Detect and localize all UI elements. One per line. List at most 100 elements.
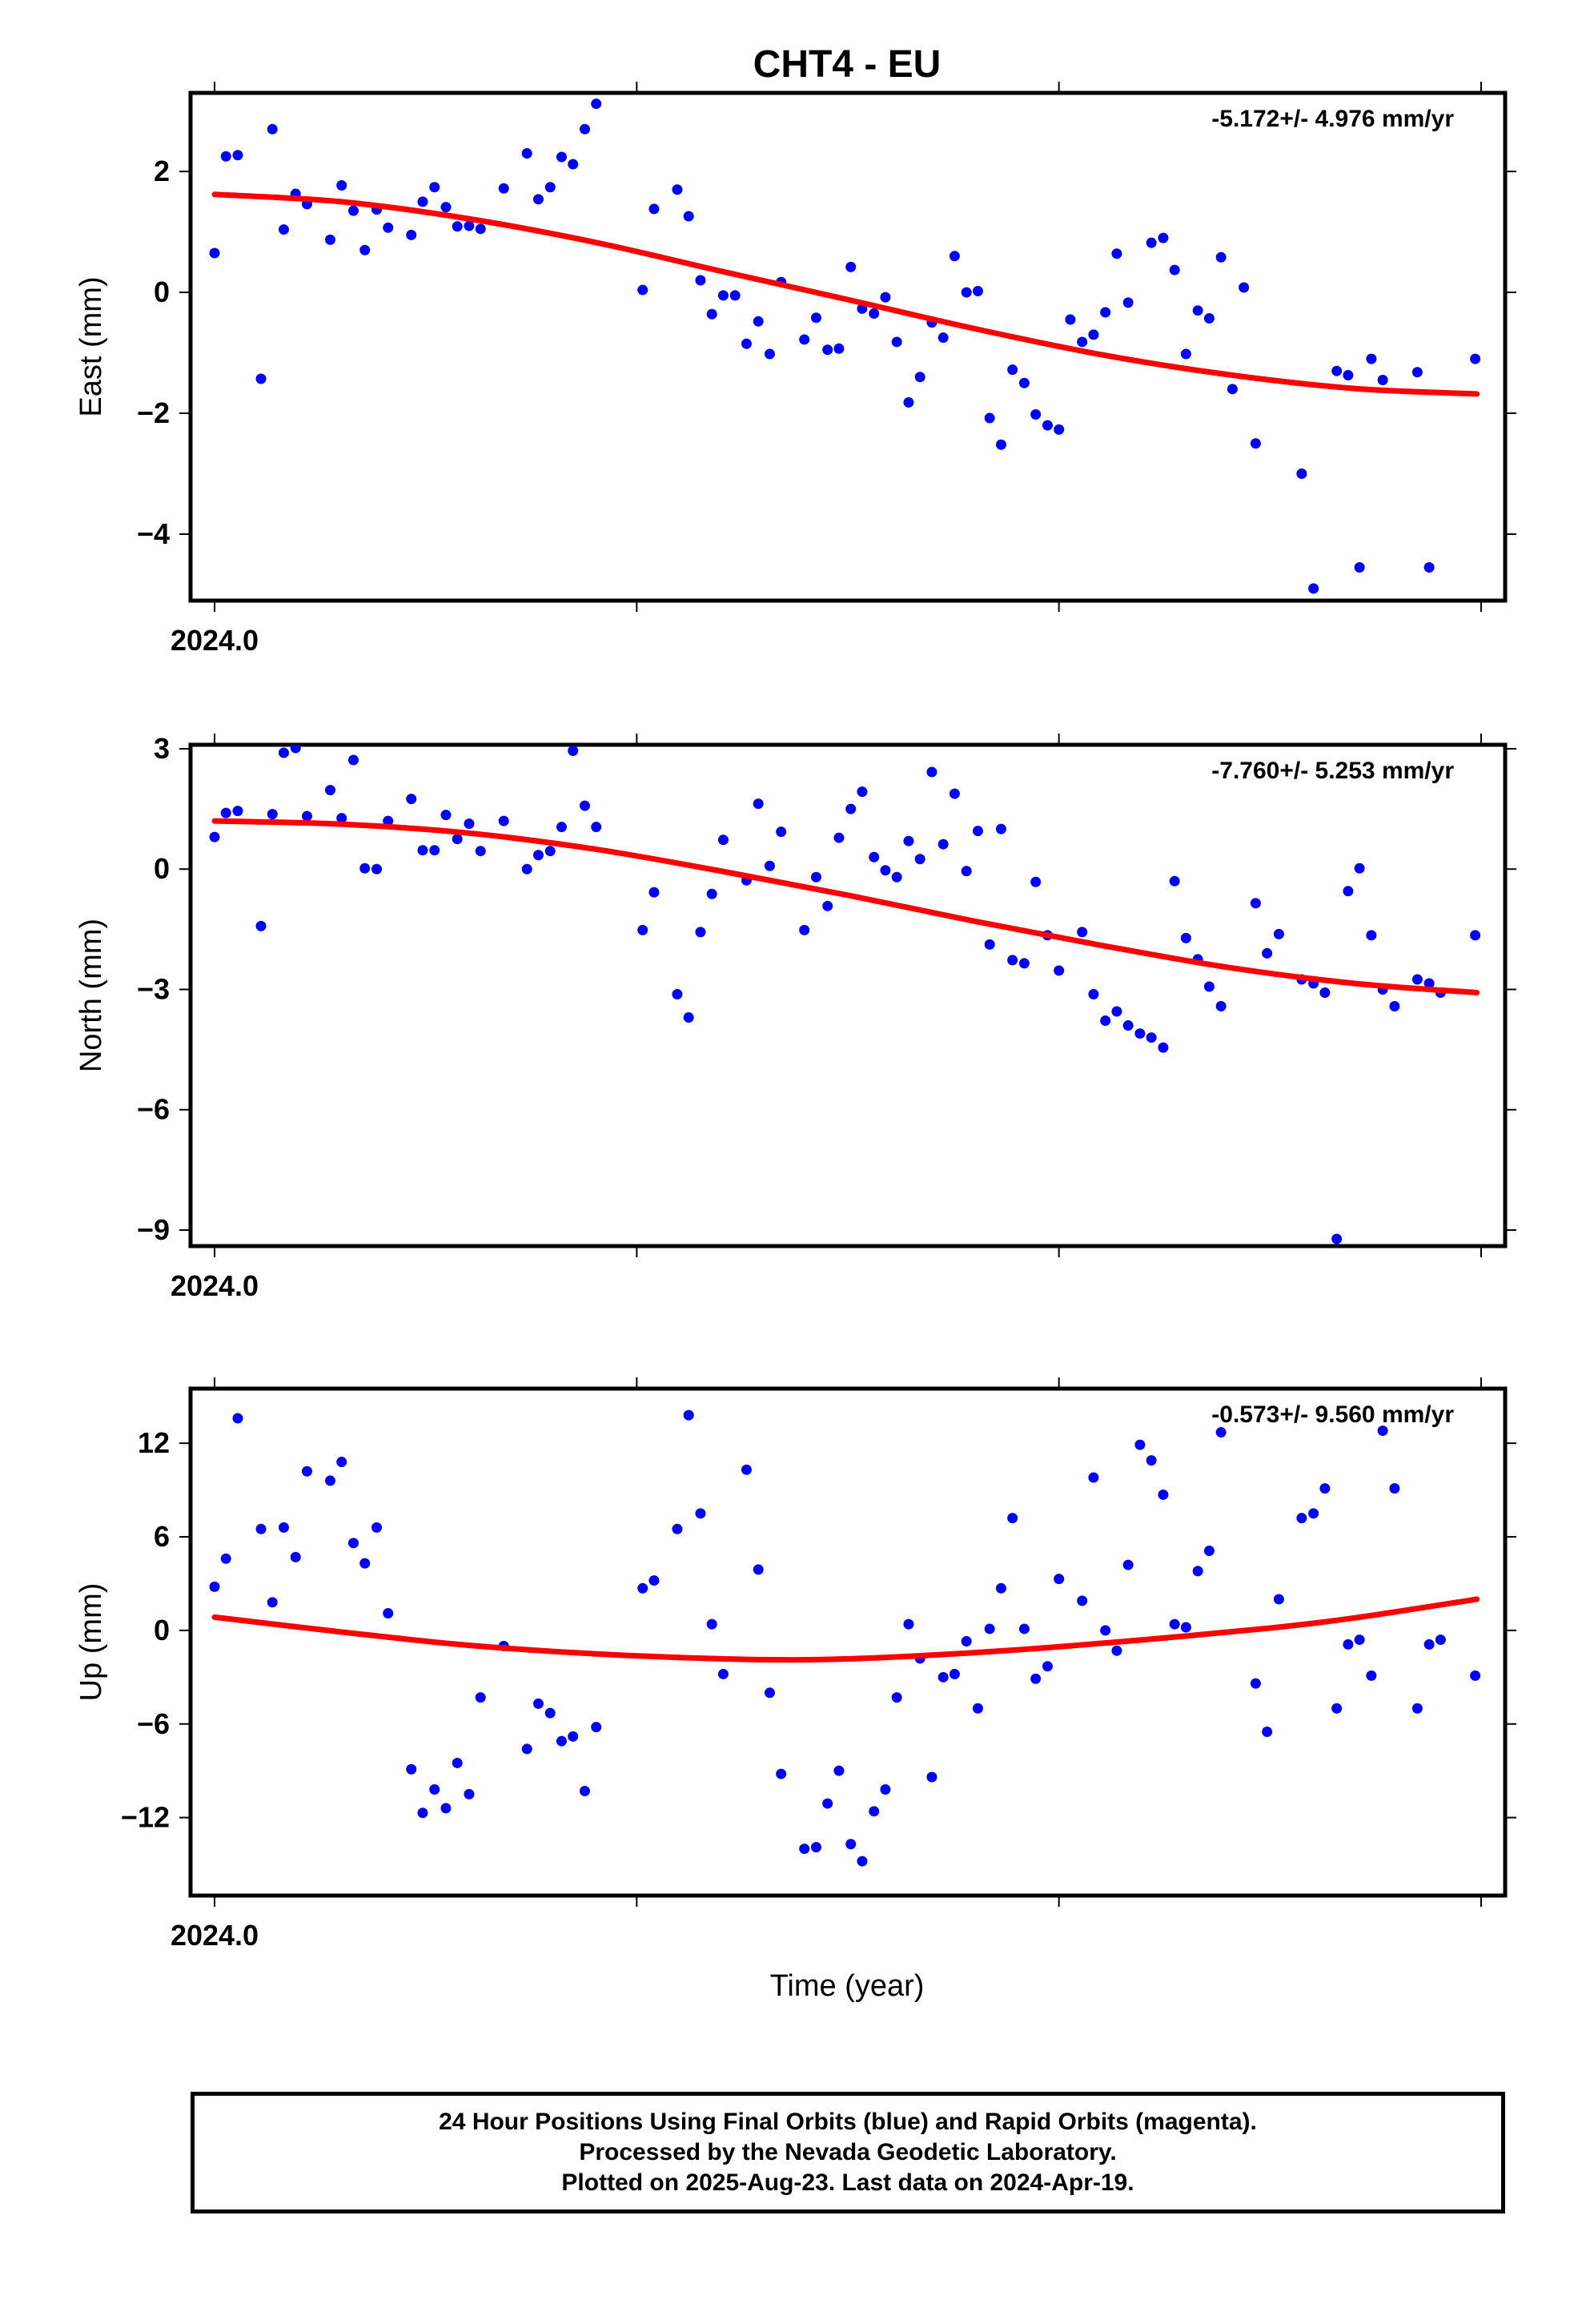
data-point <box>383 1607 394 1618</box>
data-point <box>1169 264 1180 275</box>
data-point <box>1343 886 1354 897</box>
data-point <box>706 308 717 320</box>
data-point <box>706 1618 717 1630</box>
data-point <box>267 1597 278 1608</box>
data-point <box>776 1768 787 1779</box>
data-point <box>301 810 312 822</box>
data-point <box>1250 1678 1261 1689</box>
footer-caption-box: 24 Hour Positions Using Final Orbits (bl… <box>191 2092 1505 2213</box>
data-point <box>452 1757 463 1768</box>
data-point <box>822 1798 833 1809</box>
data-point <box>1470 353 1481 364</box>
data-point <box>984 939 995 950</box>
data-point <box>359 244 371 255</box>
data-point <box>891 871 902 883</box>
data-point <box>255 920 267 931</box>
data-point <box>648 203 660 215</box>
data-point <box>209 831 220 842</box>
figure-title: CHT4 - EU <box>753 43 942 86</box>
data-point <box>1296 1513 1307 1524</box>
data-point <box>1077 927 1088 938</box>
data-point <box>1389 1483 1400 1494</box>
data-point <box>498 183 509 194</box>
data-point <box>1007 364 1018 376</box>
y-tick-label: 12 <box>138 1426 170 1459</box>
data-point <box>290 745 301 754</box>
data-point <box>1088 988 1099 999</box>
data-point <box>452 834 463 845</box>
data-point <box>1215 1427 1227 1438</box>
data-point <box>637 284 648 296</box>
plot-frame <box>188 1386 1508 1898</box>
data-point <box>845 803 857 814</box>
data-point <box>383 222 394 233</box>
data-point <box>972 286 983 297</box>
data-point <box>1343 1638 1354 1650</box>
data-point <box>880 865 891 876</box>
data-point <box>1227 384 1238 395</box>
data-point <box>1319 987 1331 998</box>
y-tick-label: 0 <box>154 275 170 308</box>
y-tick-label: 0 <box>154 1614 170 1647</box>
data-point <box>764 348 775 360</box>
data-point <box>1423 561 1435 573</box>
data-point <box>926 766 938 778</box>
north-panel: 2024.0 3 0 −3 −6 −9 North (mm) -7.760+/- 5.253 … <box>74 732 1516 1302</box>
data-point <box>857 786 868 798</box>
data-point <box>972 826 983 837</box>
data-point <box>683 1012 694 1023</box>
data-point <box>1203 1546 1215 1557</box>
data-point <box>1146 1455 1157 1466</box>
data-point <box>1354 1634 1365 1646</box>
data-point <box>324 234 335 245</box>
data-point <box>938 332 949 344</box>
data-point <box>417 845 428 856</box>
data-point <box>1331 365 1343 376</box>
data-points <box>209 99 1481 594</box>
data-point <box>1158 232 1169 243</box>
rate-label: -7.760+/- 5.253 mm/yr <box>1211 758 1454 784</box>
y-tick-label: −4 <box>137 517 170 550</box>
data-point <box>498 815 509 826</box>
data-point <box>475 846 486 857</box>
data-point <box>799 1844 810 1855</box>
data-point <box>1423 978 1435 989</box>
data-point <box>278 224 289 235</box>
data-point <box>764 860 775 871</box>
data-point <box>521 863 532 875</box>
data-point <box>648 1575 660 1586</box>
data-point <box>961 1636 972 1647</box>
y-tick-label: −3 <box>137 972 170 1005</box>
data-point <box>949 251 960 262</box>
data-point <box>1366 930 1377 941</box>
data-point <box>1077 336 1088 348</box>
data-point <box>776 826 787 838</box>
data-point <box>753 1564 764 1575</box>
data-point <box>1203 313 1215 324</box>
data-point <box>1262 1726 1273 1737</box>
data-point <box>1239 282 1250 293</box>
data-point <box>1018 958 1030 969</box>
east-panel: 2024.0 2 0 −2 −4 East (mm) -5.172+/- 4.976 mm/… <box>74 82 1516 657</box>
data-point <box>1111 1006 1122 1017</box>
data-point <box>579 800 590 811</box>
plot-frame <box>188 90 1508 603</box>
data-point <box>1180 348 1191 360</box>
data-point <box>1215 251 1227 263</box>
data-point <box>1111 248 1122 259</box>
data-point <box>833 832 845 843</box>
data-point <box>1308 1508 1319 1519</box>
data-point <box>891 336 902 348</box>
data-point <box>232 150 243 161</box>
data-point <box>880 292 891 303</box>
data-point <box>764 1687 775 1699</box>
y-tick-label: 3 <box>154 732 170 765</box>
data-point <box>475 1692 486 1703</box>
data-point <box>521 1743 532 1755</box>
y-axis-label: North (mm) <box>74 919 108 1072</box>
data-point <box>637 1582 648 1594</box>
data-point <box>1180 1622 1191 1633</box>
data-point <box>1273 928 1284 939</box>
data-point <box>1146 1032 1157 1043</box>
